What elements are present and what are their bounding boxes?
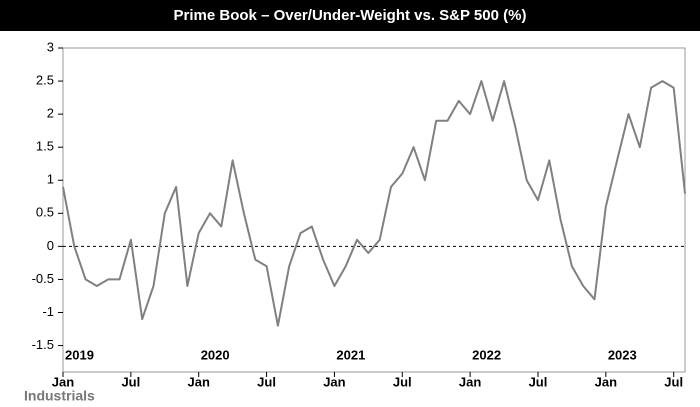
x-tick-label: Jul bbox=[257, 374, 276, 389]
x-tick-label: Jul bbox=[121, 374, 140, 389]
y-tick-label: 2 bbox=[47, 106, 54, 121]
year-label: 2021 bbox=[336, 347, 365, 362]
year-label: 2019 bbox=[65, 347, 94, 362]
x-tick-label: Jan bbox=[595, 374, 617, 389]
y-tick-label: -1 bbox=[42, 304, 54, 319]
x-tick-label: Jul bbox=[664, 374, 683, 389]
y-tick-label: 2.5 bbox=[36, 72, 54, 87]
x-tick-label: Jan bbox=[188, 374, 210, 389]
y-tick-label: 0.5 bbox=[36, 205, 54, 220]
year-label: 2020 bbox=[201, 347, 230, 362]
chart-title: Prime Book – Over/Under-Weight vs. S&P 5… bbox=[174, 7, 527, 24]
x-tick-label: Jul bbox=[529, 374, 548, 389]
y-tick-label: 1 bbox=[47, 172, 54, 187]
footer-label: Industrials bbox=[24, 388, 95, 404]
x-tick-label: Jan bbox=[459, 374, 481, 389]
y-tick-label: -1.5 bbox=[32, 337, 54, 352]
x-tick-label: Jan bbox=[52, 374, 74, 389]
plot-frame bbox=[62, 47, 686, 373]
data-line bbox=[62, 80, 686, 327]
y-tick-label: 0 bbox=[47, 238, 54, 253]
title-bar bbox=[0, 0, 700, 31]
year-label: 2023 bbox=[608, 347, 637, 362]
x-tick-label: Jan bbox=[323, 374, 345, 389]
x-tick-label: Jul bbox=[393, 374, 412, 389]
y-tick-label: 3 bbox=[47, 39, 54, 54]
y-tick-label: 1.5 bbox=[36, 139, 54, 154]
year-label: 2022 bbox=[472, 347, 501, 362]
y-tick-label: -0.5 bbox=[32, 271, 54, 286]
